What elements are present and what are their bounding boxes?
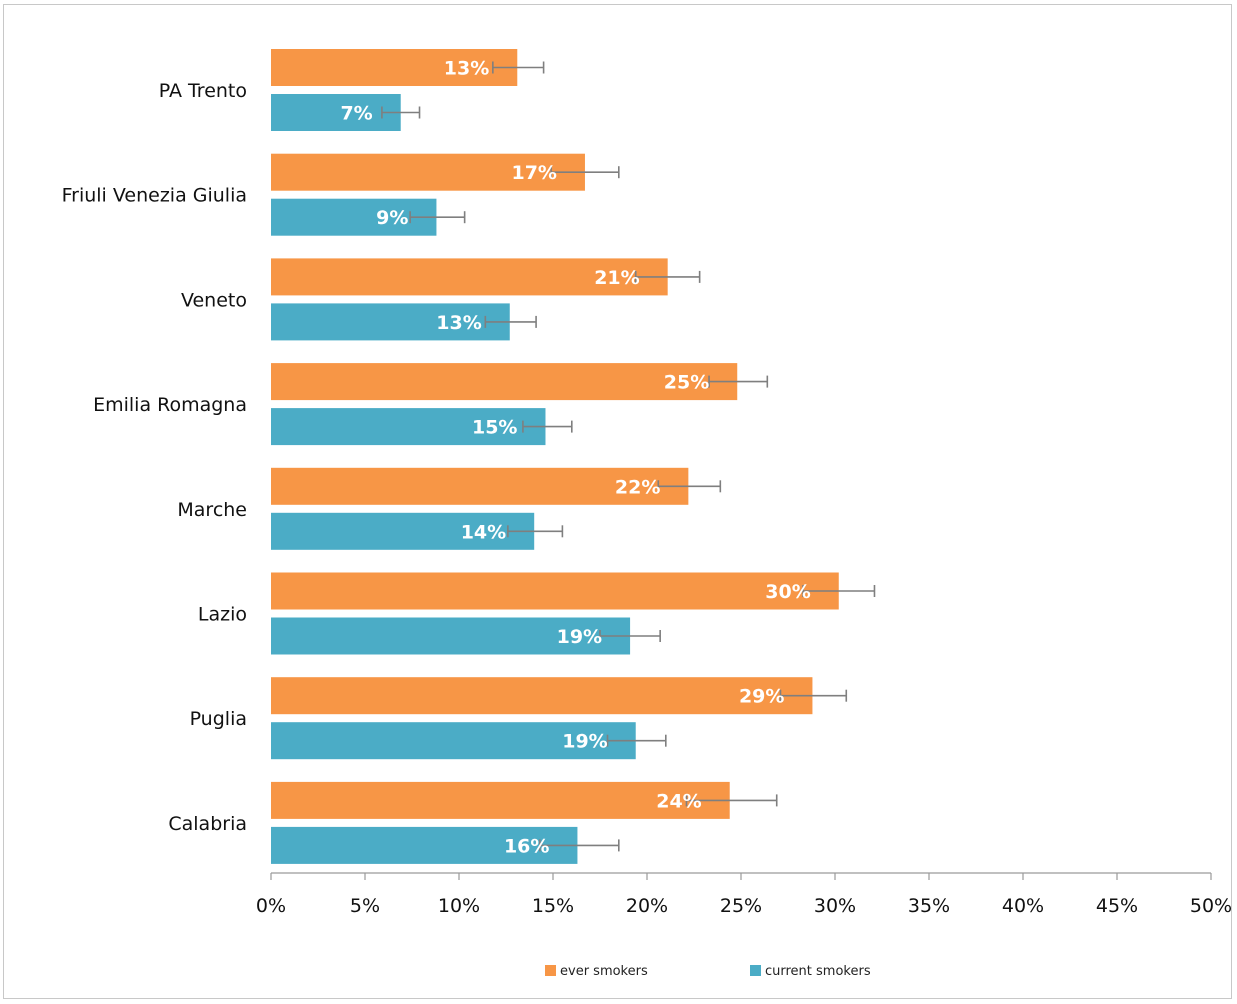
data-label: 7% [340, 103, 372, 125]
x-tick-label: 25% [720, 895, 762, 917]
data-label: 19% [557, 626, 602, 648]
bar-current-smokers [271, 512, 535, 550]
bar-ever-smokers [271, 49, 518, 86]
bar-ever-smokers [271, 363, 738, 401]
x-tick-label: 0% [256, 895, 286, 917]
data-label: 15% [472, 417, 517, 439]
bar-ever-smokers [271, 781, 730, 819]
data-label: 14% [461, 521, 506, 543]
category-label: Marche [177, 499, 247, 521]
x-tick-label: 35% [908, 895, 950, 917]
category-label: PA Trento [159, 80, 247, 102]
data-label: 25% [664, 372, 709, 394]
data-label: 13% [436, 312, 481, 334]
data-label: 30% [765, 581, 810, 603]
x-tick-label: 45% [1096, 895, 1138, 917]
category-label: Lazio [198, 604, 247, 626]
x-tick-label: 15% [532, 895, 574, 917]
x-tick-label: 30% [814, 895, 856, 917]
data-label: 16% [504, 835, 549, 857]
bar-ever-smokers [271, 677, 813, 715]
bar-current-smokers [271, 198, 437, 236]
category-label: Emilia Romagna [93, 394, 247, 416]
data-label: 24% [656, 790, 701, 812]
bar-current-smokers [271, 303, 510, 341]
category-label: Calabria [168, 813, 247, 835]
category-label: Veneto [181, 289, 247, 311]
data-label: 21% [594, 267, 639, 289]
data-label: 29% [739, 686, 784, 708]
bar-ever-smokers [271, 467, 689, 505]
bar-current-smokers [271, 408, 546, 446]
x-tick-label: 10% [438, 895, 480, 917]
bar-current-smokers [271, 617, 631, 655]
data-label: 19% [562, 731, 607, 753]
bar-current-smokers [271, 94, 401, 131]
legend-label: current smokers [765, 964, 871, 979]
data-label: 17% [511, 162, 556, 184]
legend-swatch-ever-smokers [545, 965, 556, 976]
x-tick-label: 20% [626, 895, 668, 917]
category-label: Friuli Venezia Giulia [62, 185, 247, 207]
bar-ever-smokers [271, 258, 668, 296]
legend-label: ever smokers [560, 964, 648, 979]
bar-ever-smokers [271, 572, 839, 610]
x-tick-label: 40% [1002, 895, 1044, 917]
data-label: 13% [444, 58, 489, 80]
category-label: Puglia [190, 708, 247, 730]
x-tick-label: 5% [350, 895, 380, 917]
bar-current-smokers [271, 722, 636, 760]
data-label: 9% [376, 207, 408, 229]
data-label: 22% [615, 476, 660, 498]
legend-swatch-current-smokers [750, 965, 761, 976]
bar-current-smokers [271, 826, 578, 864]
bar-ever-smokers [271, 153, 585, 191]
x-tick-label: 50% [1190, 895, 1232, 917]
